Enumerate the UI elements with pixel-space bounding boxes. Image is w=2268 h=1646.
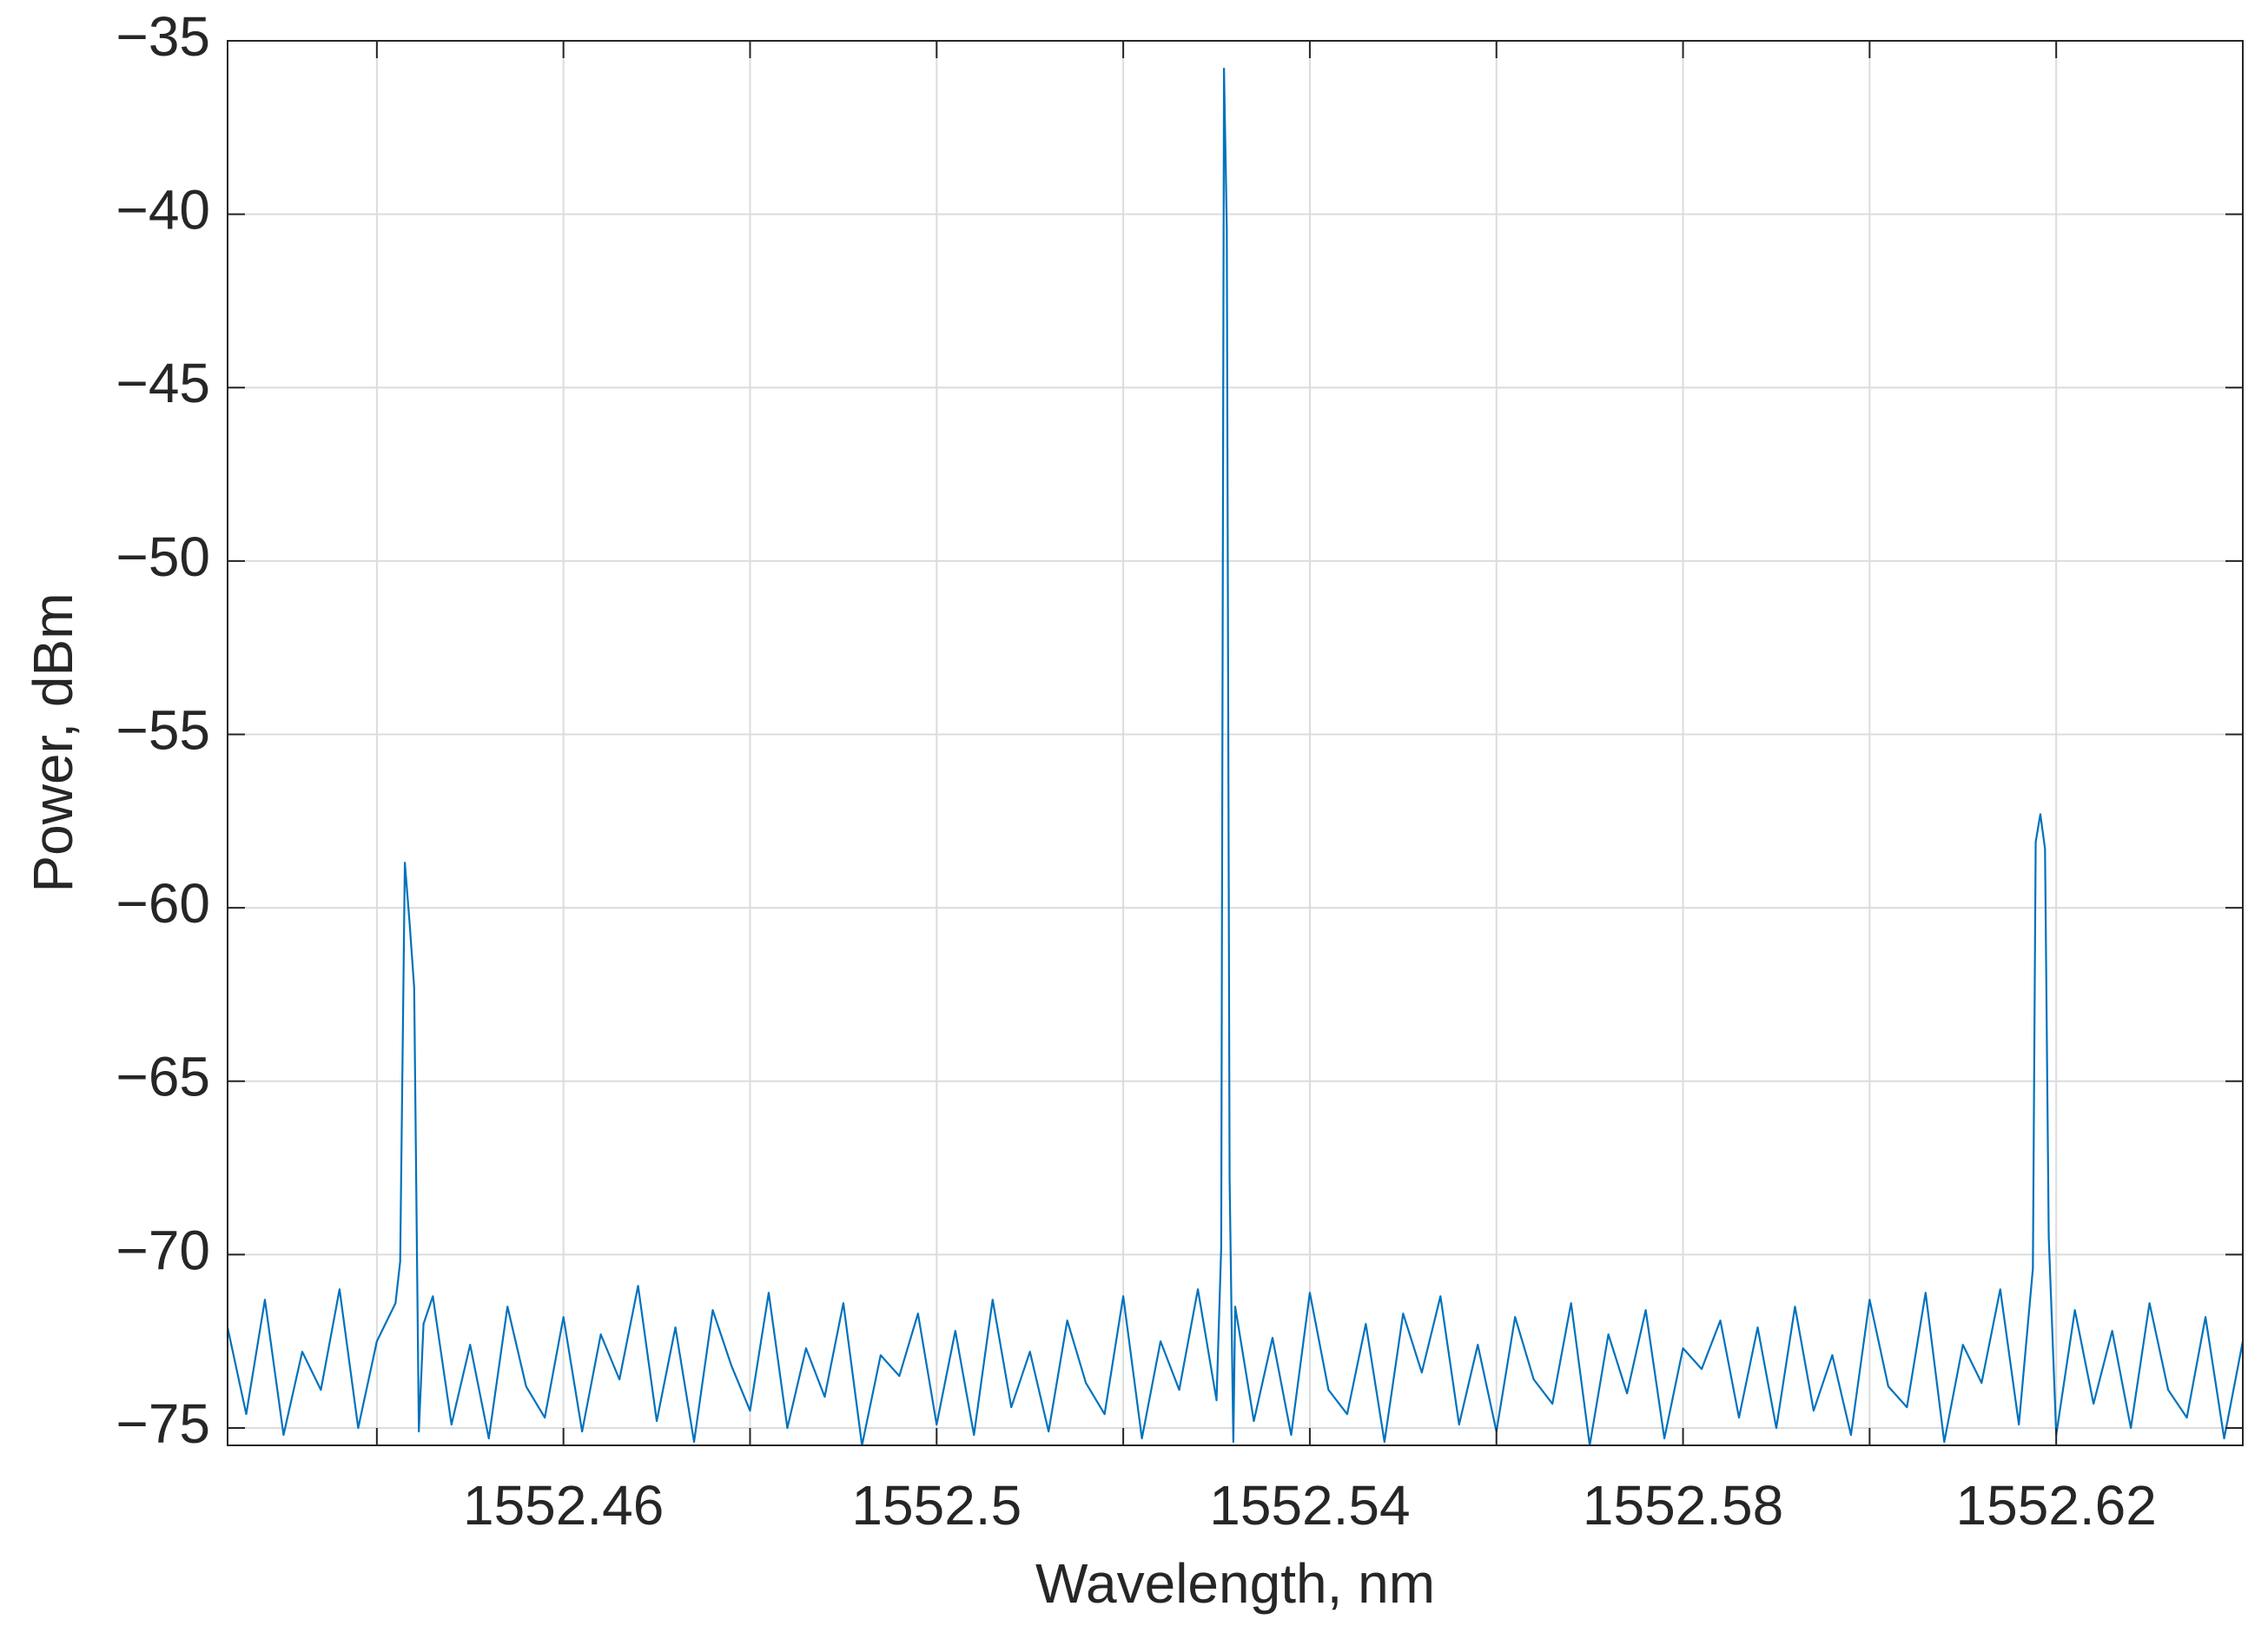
y-tick-label: −50: [116, 526, 210, 588]
y-tick-label: −70: [116, 1219, 210, 1281]
y-tick-label: −40: [116, 179, 210, 241]
plot-frame: [227, 40, 2244, 1446]
y-tick-label: −65: [116, 1046, 210, 1108]
x-tick-label: 1552.54: [1209, 1474, 1410, 1537]
y-tick-label: −75: [116, 1392, 210, 1455]
spectrum-line: [226, 67, 2245, 1447]
x-tick-label: 1552.5: [851, 1474, 1022, 1537]
x-tick-label: 1552.62: [1956, 1474, 2157, 1537]
y-tick-label: −35: [116, 5, 210, 68]
y-tick-label: −45: [116, 352, 210, 414]
y-tick-label: −60: [116, 872, 210, 935]
y-axis-label: Power, dBm: [22, 592, 84, 892]
y-tick-label: −55: [116, 698, 210, 761]
x-axis-label: Wavelength, nm: [1035, 1552, 1435, 1615]
x-tick-label: 1552.58: [1583, 1474, 1783, 1537]
x-tick-label: 1552.46: [463, 1474, 664, 1537]
